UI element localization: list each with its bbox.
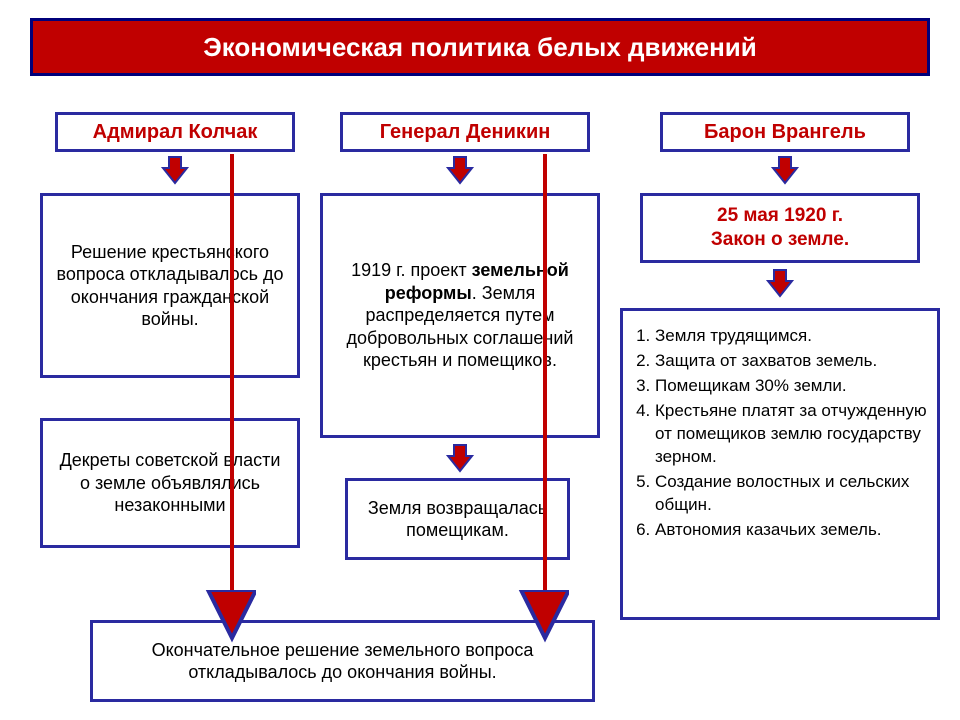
title-bar: Экономическая политика белых движений	[30, 18, 930, 76]
arrow-denikin-down	[448, 157, 472, 183]
bottom-box: Окончательное решение земельного вопроса…	[90, 620, 595, 702]
head-kolchak-label: Адмирал Колчак	[93, 121, 258, 144]
wrangel-box-1: 25 мая 1920 г. Закон о земле.	[640, 193, 920, 263]
denikin-box-1: 1919 г. проект земельной реформы. Земля …	[320, 193, 600, 438]
arrow-kolchak-down	[163, 157, 187, 183]
wrangel-list-item: Создание волостных и сельских общин.	[655, 471, 927, 517]
title-text: Экономическая политика белых движений	[203, 32, 757, 63]
head-kolchak: Адмирал Колчак	[55, 112, 295, 152]
denikin-box-2: Земля возвращалась помещикам.	[345, 478, 570, 560]
denikin-box-2-text: Земля возвращалась помещикам.	[358, 497, 557, 542]
head-denikin-label: Генерал Деникин	[380, 121, 551, 144]
arrow-wrangel-list	[768, 270, 792, 296]
wrangel-list-item: Помещикам 30% земли.	[655, 375, 927, 398]
wrangel-list: Земля трудящимся.Защита от захватов земе…	[633, 325, 927, 543]
kolchak-box-1: Решение крестьянского вопроса откладывал…	[40, 193, 300, 378]
kolchak-box-2: Декреты советской власти о земле объявля…	[40, 418, 300, 548]
wrangel-list-box: Земля трудящимся.Защита от захватов земе…	[620, 308, 940, 620]
kolchak-box-2-text: Декреты советской власти о земле объявля…	[53, 449, 287, 517]
wrangel-list-item: Крестьяне платят за отчужденную от помещ…	[655, 400, 927, 469]
wrangel-box-1-line1: 25 мая 1920 г.	[717, 204, 843, 228]
head-wrangel-label: Барон Врангель	[704, 121, 866, 144]
head-denikin: Генерал Деникин	[340, 112, 590, 152]
bottom-box-text: Окончательное решение земельного вопроса…	[103, 639, 582, 684]
wrangel-list-item: Автономия казачьих земель.	[655, 519, 927, 542]
arrow-wrangel-down	[773, 157, 797, 183]
wrangel-box-1-line2: Закон о земле.	[711, 228, 849, 252]
wrangel-list-item: Земля трудящимся.	[655, 325, 927, 348]
head-wrangel: Барон Врангель	[660, 112, 910, 152]
arrow-denikin-box2	[448, 445, 472, 471]
kolchak-box-1-text: Решение крестьянского вопроса откладывал…	[53, 241, 287, 331]
denikin-box-1-text: 1919 г. проект земельной реформы. Земля …	[333, 259, 587, 372]
denikin-box-1-pre: 1919 г. проект	[351, 260, 472, 280]
wrangel-list-item: Защита от захватов земель.	[655, 350, 927, 373]
